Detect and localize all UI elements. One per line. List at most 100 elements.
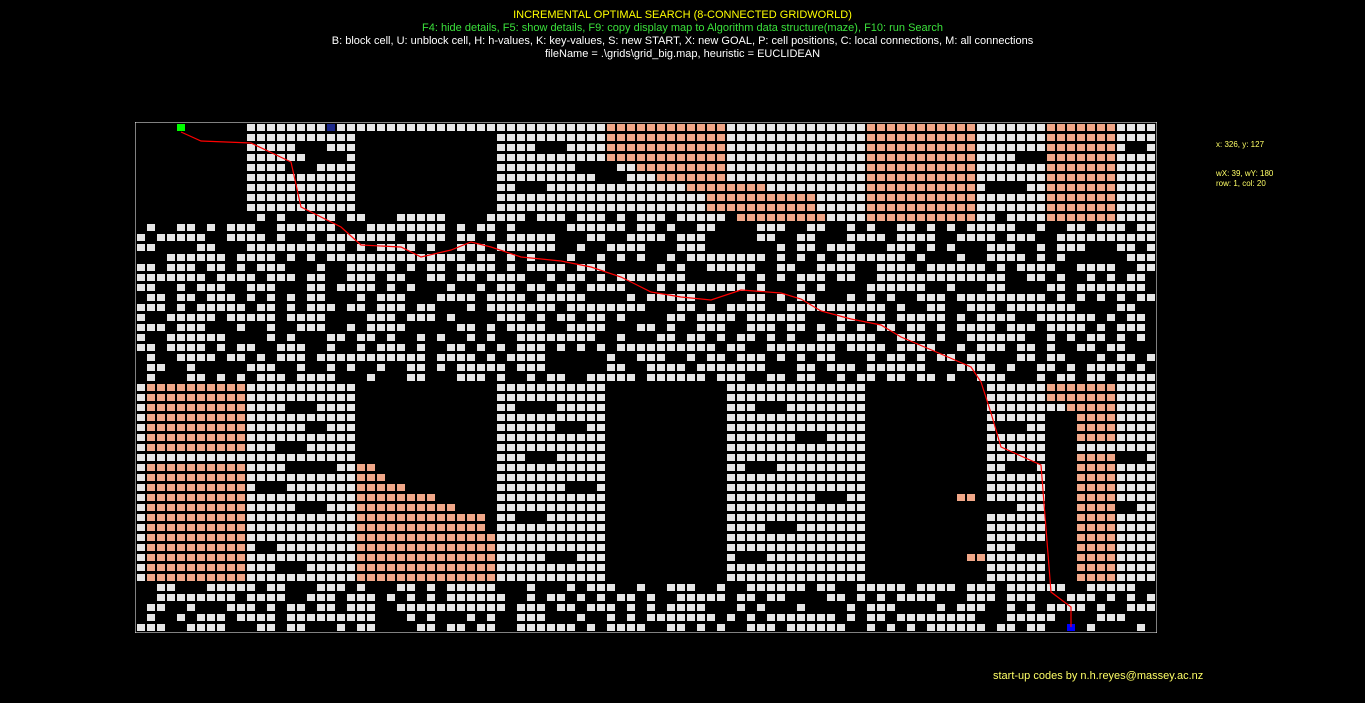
grid-cell[interactable]: [707, 274, 715, 281]
grid-cell[interactable]: [277, 224, 285, 231]
grid-cell[interactable]: [527, 314, 535, 321]
grid-cell[interactable]: [807, 164, 815, 171]
grid-cell[interactable]: [507, 424, 515, 431]
grid-cell[interactable]: [787, 424, 795, 431]
grid-cell[interactable]: [647, 454, 655, 461]
grid-cell[interactable]: [537, 464, 545, 471]
grid-cell[interactable]: [147, 474, 155, 481]
grid-cell[interactable]: [307, 554, 315, 561]
grid-cell[interactable]: [977, 584, 985, 591]
grid-cell[interactable]: [437, 584, 445, 591]
grid-cell[interactable]: [137, 424, 145, 431]
grid-cell[interactable]: [307, 304, 315, 311]
grid-cell[interactable]: [717, 404, 725, 411]
grid-cell[interactable]: [967, 184, 975, 191]
grid-cell[interactable]: [787, 574, 795, 581]
grid-cell[interactable]: [817, 584, 825, 591]
grid-cell[interactable]: [137, 354, 145, 361]
grid-cell[interactable]: [1017, 514, 1025, 521]
grid-cell[interactable]: [367, 604, 375, 611]
grid-cell[interactable]: [897, 504, 905, 511]
grid-cell[interactable]: [667, 414, 675, 421]
grid-cell[interactable]: [247, 384, 255, 391]
grid-cell[interactable]: [187, 574, 195, 581]
grid-cell[interactable]: [947, 454, 955, 461]
grid-cell[interactable]: [917, 334, 925, 341]
grid-cell[interactable]: [267, 154, 275, 161]
grid-cell[interactable]: [357, 324, 365, 331]
grid-cell[interactable]: [237, 294, 245, 301]
grid-cell[interactable]: [1007, 234, 1015, 241]
grid-cell[interactable]: [397, 264, 405, 271]
grid-cell[interactable]: [997, 374, 1005, 381]
grid-cell[interactable]: [747, 374, 755, 381]
grid-cell[interactable]: [247, 194, 255, 201]
grid-cell[interactable]: [647, 444, 655, 451]
grid-cell[interactable]: [567, 244, 575, 251]
grid-cell[interactable]: [657, 434, 665, 441]
grid-cell[interactable]: [627, 454, 635, 461]
grid-cell[interactable]: [707, 394, 715, 401]
grid-cell[interactable]: [557, 464, 565, 471]
grid-cell[interactable]: [967, 274, 975, 281]
grid-cell[interactable]: [727, 214, 735, 221]
grid-cell[interactable]: [1107, 164, 1115, 171]
grid-cell[interactable]: [1087, 154, 1095, 161]
grid-cell[interactable]: [927, 374, 935, 381]
grid-cell[interactable]: [877, 544, 885, 551]
grid-cell[interactable]: [857, 224, 865, 231]
grid-cell[interactable]: [927, 274, 935, 281]
grid-cell[interactable]: [1107, 244, 1115, 251]
grid-cell[interactable]: [807, 554, 815, 561]
grid-cell[interactable]: [427, 444, 435, 451]
grid-cell[interactable]: [657, 504, 665, 511]
grid-cell[interactable]: [917, 474, 925, 481]
grid-cell[interactable]: [727, 394, 735, 401]
grid-cell[interactable]: [477, 134, 485, 141]
grid-cell[interactable]: [617, 384, 625, 391]
grid-cell[interactable]: [957, 444, 965, 451]
grid-cell[interactable]: [777, 154, 785, 161]
grid-cell[interactable]: [707, 484, 715, 491]
grid-cell[interactable]: [787, 534, 795, 541]
grid-cell[interactable]: [647, 274, 655, 281]
grid-cell[interactable]: [227, 144, 235, 151]
grid-cell[interactable]: [287, 514, 295, 521]
grid-cell[interactable]: [887, 594, 895, 601]
grid-cell[interactable]: [517, 124, 525, 131]
grid-cell[interactable]: [927, 164, 935, 171]
grid-cell[interactable]: [1067, 554, 1075, 561]
grid-cell[interactable]: [387, 414, 395, 421]
grid-cell[interactable]: [687, 354, 695, 361]
grid-cell[interactable]: [327, 404, 335, 411]
grid-cell[interactable]: [227, 274, 235, 281]
grid-cell[interactable]: [647, 484, 655, 491]
grid-cell[interactable]: [837, 124, 845, 131]
grid-cell[interactable]: [927, 204, 935, 211]
grid-cell[interactable]: [1057, 504, 1065, 511]
grid-cell[interactable]: [287, 174, 295, 181]
grid-cell[interactable]: [537, 404, 545, 411]
grid-cell[interactable]: [337, 244, 345, 251]
grid-cell[interactable]: [907, 164, 915, 171]
grid-cell[interactable]: [487, 544, 495, 551]
grid-cell[interactable]: [507, 514, 515, 521]
grid-cell[interactable]: [357, 514, 365, 521]
grid-cell[interactable]: [1017, 224, 1025, 231]
grid-cell[interactable]: [1067, 254, 1075, 261]
grid-cell[interactable]: [787, 254, 795, 261]
grid-cell[interactable]: [407, 134, 415, 141]
grid-cell[interactable]: [777, 144, 785, 151]
grid-cell[interactable]: [197, 124, 205, 131]
grid-cell[interactable]: [1017, 394, 1025, 401]
grid-cell[interactable]: [697, 204, 705, 211]
grid-cell[interactable]: [367, 364, 375, 371]
grid-cell[interactable]: [607, 424, 615, 431]
grid-cell[interactable]: [887, 554, 895, 561]
grid-cell[interactable]: [627, 404, 635, 411]
grid-cell[interactable]: [817, 314, 825, 321]
grid-cell[interactable]: [667, 494, 675, 501]
grid-cell[interactable]: [857, 514, 865, 521]
grid-cell[interactable]: [527, 194, 535, 201]
grid-cell[interactable]: [777, 304, 785, 311]
